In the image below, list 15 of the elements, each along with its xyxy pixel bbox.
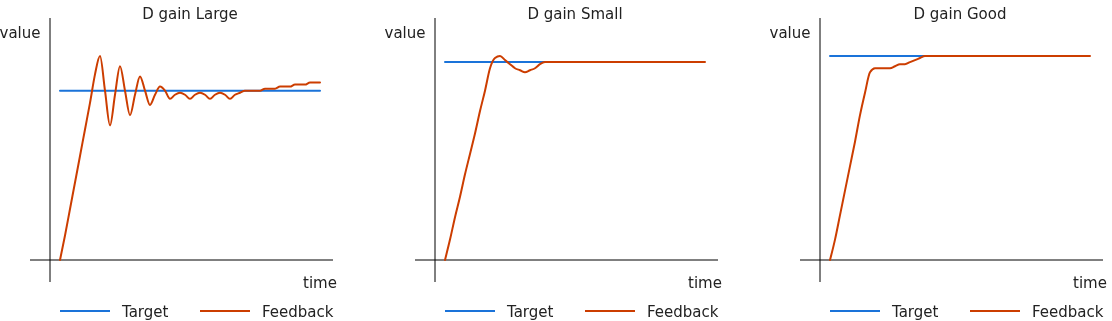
legend-label: Feedback <box>1032 303 1104 321</box>
x-axis-title: time <box>688 274 722 292</box>
legend-label: Target <box>891 303 939 321</box>
legend-label: Target <box>121 303 169 321</box>
y-axis-title: value <box>384 24 426 42</box>
chart-title: D gain Small <box>527 5 623 23</box>
chart-title: D gain Large <box>142 5 238 23</box>
x-axis-title: time <box>1073 274 1107 292</box>
legend-label: Target <box>506 303 554 321</box>
chart-title: D gain Good <box>913 5 1007 23</box>
y-axis-title: value <box>0 24 41 42</box>
y-axis-title: value <box>769 24 811 42</box>
legend-label: Feedback <box>647 303 719 321</box>
legend-label: Feedback <box>262 303 334 321</box>
x-axis-title: time <box>303 274 337 292</box>
